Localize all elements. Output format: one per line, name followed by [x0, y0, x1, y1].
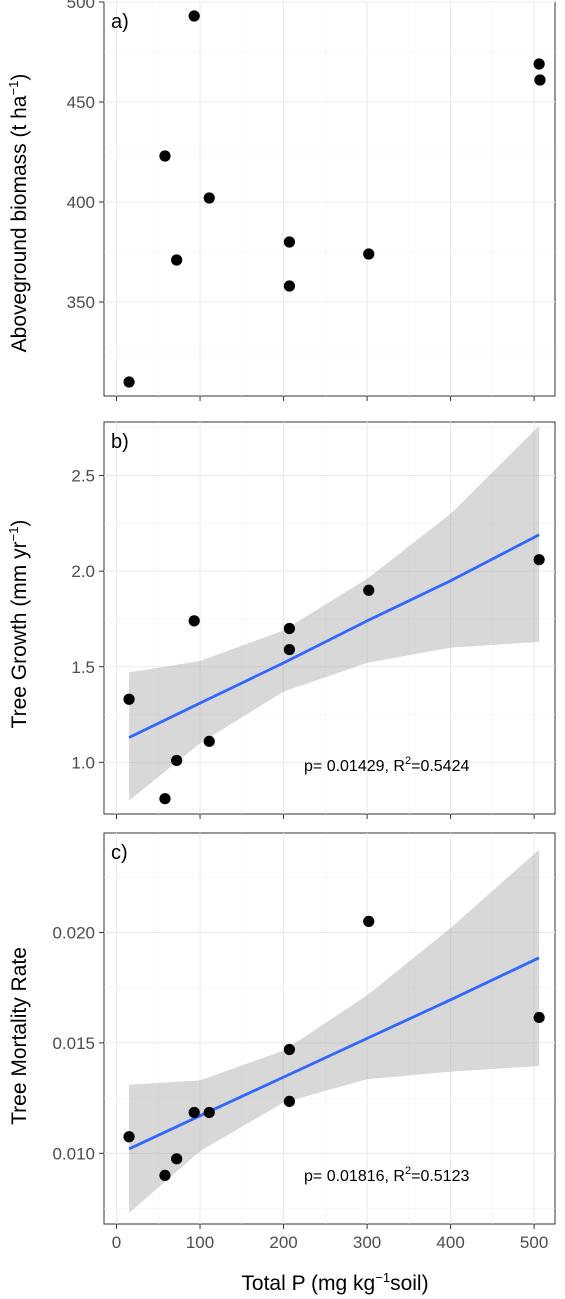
ytick-label-c: 0.010: [52, 1144, 95, 1163]
xtick-label: 0: [112, 1233, 121, 1252]
data-point-a: [171, 254, 183, 266]
confidence-band-c: [129, 849, 540, 1213]
data-point-a: [283, 280, 296, 292]
panel-a-background: [103, 1, 556, 397]
ylabel-a: Aboveground biomass (t ha−1): [6, 74, 31, 353]
data-point-a: [534, 74, 546, 86]
data-point-b: [533, 554, 545, 566]
regression-line-b: [128, 533, 540, 739]
data-point-a: [363, 248, 375, 260]
data-point-c: [363, 915, 375, 927]
data-point-b: [283, 643, 296, 656]
ytick-label-b: 2.5: [71, 467, 95, 486]
data-point-c: [171, 1153, 183, 1165]
xtick-label: 100: [186, 1233, 214, 1252]
panel-b-background: [103, 421, 556, 815]
data-point-a: [188, 10, 200, 22]
data-point-a: [159, 150, 171, 162]
data-point-a: [123, 376, 135, 388]
data-point-c: [533, 1011, 545, 1024]
data-point-c: [283, 1095, 296, 1107]
panel-tag-c: c): [111, 842, 128, 864]
panel-b: 1.0 1.5 2.0 2.5 b) Tree Growth (mm yr−1) p= …: [6, 421, 556, 819]
annotation-b: p= 0.01429, R2=0.5424: [304, 755, 469, 775]
panel-c: 0.010 0.015 0.020 0 100 200 300 400 500 c) Tree M…: [8, 832, 556, 1295]
panel-tag-b: b): [111, 431, 129, 453]
data-point-b: [123, 693, 135, 705]
data-point-b: [188, 615, 200, 627]
ytick-label-a: 350: [67, 293, 95, 312]
xtick-label: 500: [520, 1233, 548, 1252]
data-point-c: [159, 1169, 171, 1182]
data-point-c: [203, 1106, 215, 1119]
data-point-c: [283, 1043, 296, 1056]
ytick-label-b: 1.0: [71, 753, 95, 772]
regression-line-c: [128, 956, 540, 1151]
ytick-label-a: 500: [67, 0, 95, 12]
data-point-a: [533, 58, 545, 70]
data-point-b: [203, 735, 215, 747]
annotation-c: p= 0.01816, R2=0.5123: [304, 1165, 469, 1185]
data-point-a: [283, 236, 296, 248]
panel-tag-a: a): [111, 11, 129, 33]
data-point-b: [363, 584, 375, 596]
ytick-label-b: 1.5: [71, 658, 95, 677]
xtick-label: 200: [269, 1233, 297, 1252]
data-point-b: [171, 754, 183, 767]
data-point-b: [159, 793, 171, 805]
ytick-label-a: 400: [67, 193, 95, 212]
ytick-label-c: 0.015: [52, 1034, 95, 1053]
xlabel: Total P (mg kg−1soil): [241, 1270, 428, 1295]
data-point-c: [188, 1106, 200, 1119]
ytick-label-c: 0.020: [52, 923, 95, 942]
data-point-a: [203, 192, 215, 204]
xtick-label: 300: [353, 1233, 381, 1252]
ytick-label-b: 2.0: [71, 562, 95, 581]
confidence-band-b: [129, 425, 540, 801]
data-point-b: [283, 622, 296, 635]
ylabel-c: Tree Mortality Rate: [8, 947, 31, 1125]
ylabel-b: Tree Growth (mm yr−1): [6, 520, 31, 729]
ytick-label-a: 450: [67, 93, 95, 112]
panel-a: 350 400 450 500 a) Aboveground biomass (t ha…: [6, 0, 556, 401]
xtick-label: 400: [436, 1233, 464, 1252]
data-point-c: [123, 1131, 135, 1143]
